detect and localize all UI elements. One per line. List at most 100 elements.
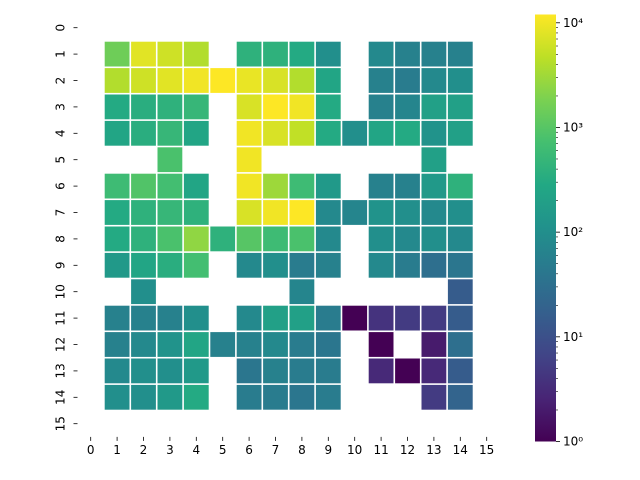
heatmap-cell	[157, 305, 183, 331]
heatmap-cell	[395, 358, 420, 384]
heatmap-cell	[131, 252, 156, 278]
colorbar-tick-label: 10²	[563, 225, 583, 239]
heatmap-cell	[289, 94, 315, 120]
heatmap-cell	[157, 147, 183, 173]
heatmap-cell	[236, 200, 262, 225]
colorbar: 10⁰ 10¹ 10² 10³ 10⁴	[535, 14, 583, 449]
heatmap-cell	[421, 384, 447, 410]
heatmap-cell	[236, 41, 262, 67]
heatmap-cell	[104, 200, 130, 225]
heatmap-cell	[289, 200, 315, 225]
heatmap-cell	[131, 384, 156, 410]
colorbar-tick-label: 10³	[563, 120, 583, 134]
heatmap-cell	[157, 226, 183, 252]
heatmap-cell	[447, 384, 473, 410]
heatmap-cell	[421, 332, 447, 357]
heatmap-cell	[131, 332, 156, 357]
heatmap-cell	[263, 305, 288, 331]
heatmap-cell	[421, 41, 447, 67]
heatmap-cell	[447, 226, 473, 252]
colorbar-tick-label: 10⁴	[563, 16, 583, 30]
heatmap-cell	[263, 332, 288, 357]
x-tick-label: 13	[426, 443, 441, 457]
heatmap-cell	[104, 305, 130, 331]
heatmap-cell	[368, 120, 394, 146]
heatmap-cell	[157, 173, 183, 199]
x-tick-label: 7	[272, 443, 280, 457]
heatmap-cell	[183, 332, 209, 357]
heatmap-cell	[289, 252, 315, 278]
x-tick-label: 2	[140, 443, 148, 457]
heatmap-cell	[421, 68, 447, 93]
heatmap-cell	[183, 41, 209, 67]
heatmap-cell	[315, 332, 341, 357]
heatmap-cell	[236, 68, 262, 93]
y-tick-label: 9	[54, 261, 68, 269]
x-tick-label: 4	[192, 443, 200, 457]
heatmap-cell	[210, 226, 236, 252]
heatmap-cell	[447, 94, 473, 120]
heatmap-cell	[131, 358, 156, 384]
heatmap-cell	[131, 279, 156, 305]
x-tick-label: 14	[453, 443, 468, 457]
heatmap-cell	[131, 200, 156, 225]
heatmap-cell	[447, 252, 473, 278]
heatmap-cell	[183, 384, 209, 410]
heatmap-cell	[289, 173, 315, 199]
heatmap-cell	[289, 279, 315, 305]
heatmap-cell	[368, 68, 394, 93]
heatmap-cell	[395, 68, 420, 93]
heatmap-cell	[157, 332, 183, 357]
heatmap-cell	[421, 252, 447, 278]
heatmap-cell	[183, 120, 209, 146]
y-tick-label: 12	[54, 337, 68, 352]
heatmap-cell	[289, 41, 315, 67]
heatmap-cell	[368, 358, 394, 384]
heatmap-cell	[236, 94, 262, 120]
heatmap-cell	[315, 173, 341, 199]
heatmap-cell	[315, 384, 341, 410]
heatmap-cell	[447, 200, 473, 225]
heatmap-cell	[342, 120, 368, 146]
heatmap-cell	[315, 120, 341, 146]
heatmap-cell	[342, 305, 368, 331]
heatmap-cell	[395, 173, 420, 199]
heatmap-cell	[395, 200, 420, 225]
heatmap-cell	[421, 200, 447, 225]
heatmap-cell	[157, 358, 183, 384]
heatmap-cell	[157, 68, 183, 93]
y-tick-label: 4	[54, 129, 68, 137]
y-tick-label: 15	[54, 416, 68, 431]
heatmap-cell	[395, 120, 420, 146]
heatmap-cell	[131, 173, 156, 199]
x-tick-label: 11	[373, 443, 388, 457]
colorbar-ticks: 10⁰ 10¹ 10² 10³ 10⁴	[556, 16, 583, 449]
y-tick-label: 13	[54, 363, 68, 378]
heatmap-cell	[183, 305, 209, 331]
heatmap-cell	[104, 173, 130, 199]
heatmap-cell	[421, 120, 447, 146]
heatmap-cell	[368, 200, 394, 225]
heatmap-cell	[315, 252, 341, 278]
heatmap-cell	[315, 358, 341, 384]
heatmap-cell	[104, 120, 130, 146]
heatmap-cell	[157, 94, 183, 120]
y-tick-label: 3	[54, 103, 68, 111]
heatmap-cell	[263, 358, 288, 384]
heatmap-cell	[263, 200, 288, 225]
heatmap-cell	[447, 120, 473, 146]
heatmap-cell	[315, 68, 341, 93]
heatmap-cell	[395, 226, 420, 252]
heatmap-cell	[157, 41, 183, 67]
heatmap-cell	[263, 41, 288, 67]
heatmap-cell	[210, 68, 236, 93]
heatmap-cell	[183, 200, 209, 225]
heatmap-cell	[368, 94, 394, 120]
heatmap-cell	[447, 279, 473, 305]
heatmap-cell	[368, 332, 394, 357]
heatmap-cell	[315, 305, 341, 331]
heatmap-cell	[104, 94, 130, 120]
heatmap-cell	[447, 173, 473, 199]
